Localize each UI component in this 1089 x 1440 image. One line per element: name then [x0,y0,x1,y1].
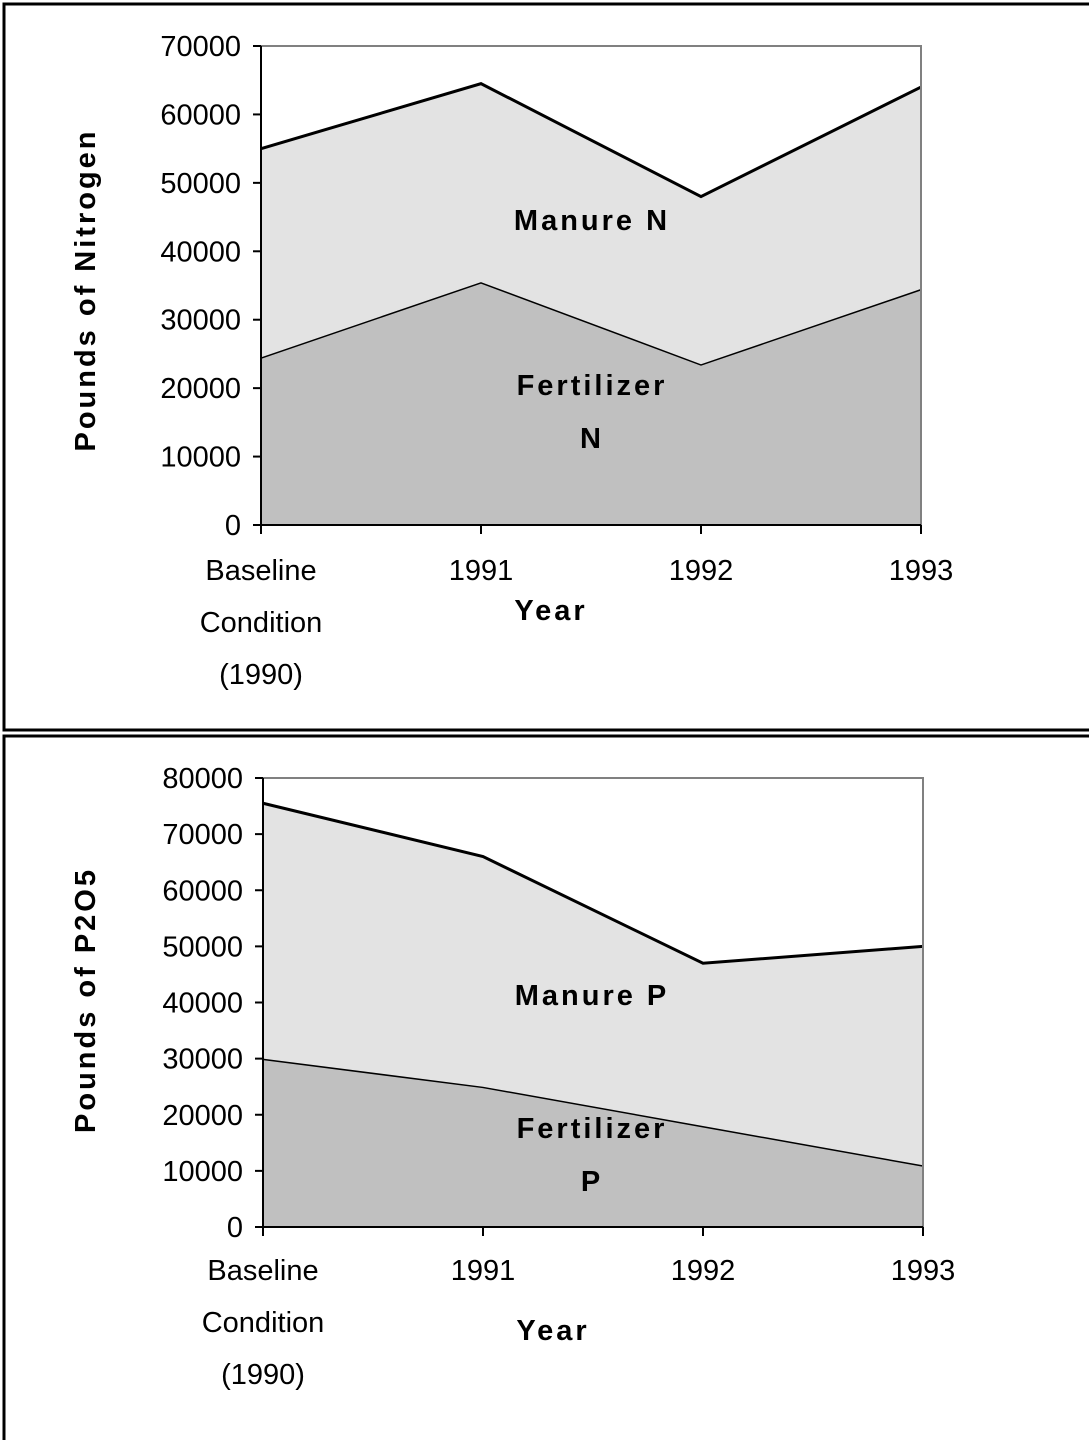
area-fill [261,282,921,525]
y-tick-label: 50000 [162,931,243,963]
plot-border [263,777,924,1227]
y-tick-label: 20000 [162,1100,243,1132]
area-edge [262,801,924,965]
x-tick-label: 1991 [449,555,514,587]
y-axis-title: Pounds of P2O5 [70,867,102,1133]
y-tick-label: 60000 [162,875,243,907]
x-tick-label: Baseline Condition (1990) [200,555,323,691]
x-tick-label: 1992 [671,1255,736,1287]
plot-border [261,45,922,525]
y-tick-label: 30000 [160,305,241,337]
series-label: Manure P [515,980,670,1012]
y-tick-label: 40000 [160,236,241,268]
y-tick-label: 80000 [162,763,243,795]
x-tick-label: 1993 [889,555,954,587]
y-tick-label: 0 [225,510,241,542]
y-tick-label: 40000 [162,988,243,1020]
y-tick-label: 10000 [160,442,241,474]
y-tick-label: 0 [227,1212,243,1244]
x-axis-title: Year [516,1315,589,1347]
series-label: Fertilizer N [517,370,668,455]
area-fill [263,803,923,1166]
x-tick-label: Baseline Condition (1990) [202,1255,325,1391]
x-tick-label: 1993 [891,1255,956,1287]
area-fill [263,1058,923,1227]
y-tick-label: 10000 [162,1156,243,1188]
y-tick-label: 20000 [160,373,241,405]
y-axis-title: Pounds of Nitrogen [70,128,102,451]
y-tick-label: 50000 [160,168,241,200]
y-tick-label: 60000 [160,99,241,131]
series-label: Fertilizer P [517,1113,668,1198]
y-tick-label: 70000 [160,31,241,63]
area-edge [260,82,922,199]
area-fill [261,83,921,365]
x-tick-label: 1991 [451,1255,516,1287]
y-tick-label: 30000 [162,1044,243,1076]
x-tick-label: 1992 [669,555,734,587]
y-tick-label: 70000 [162,819,243,851]
x-axis-title: Year [514,595,587,627]
series-label: Manure N [514,205,670,237]
